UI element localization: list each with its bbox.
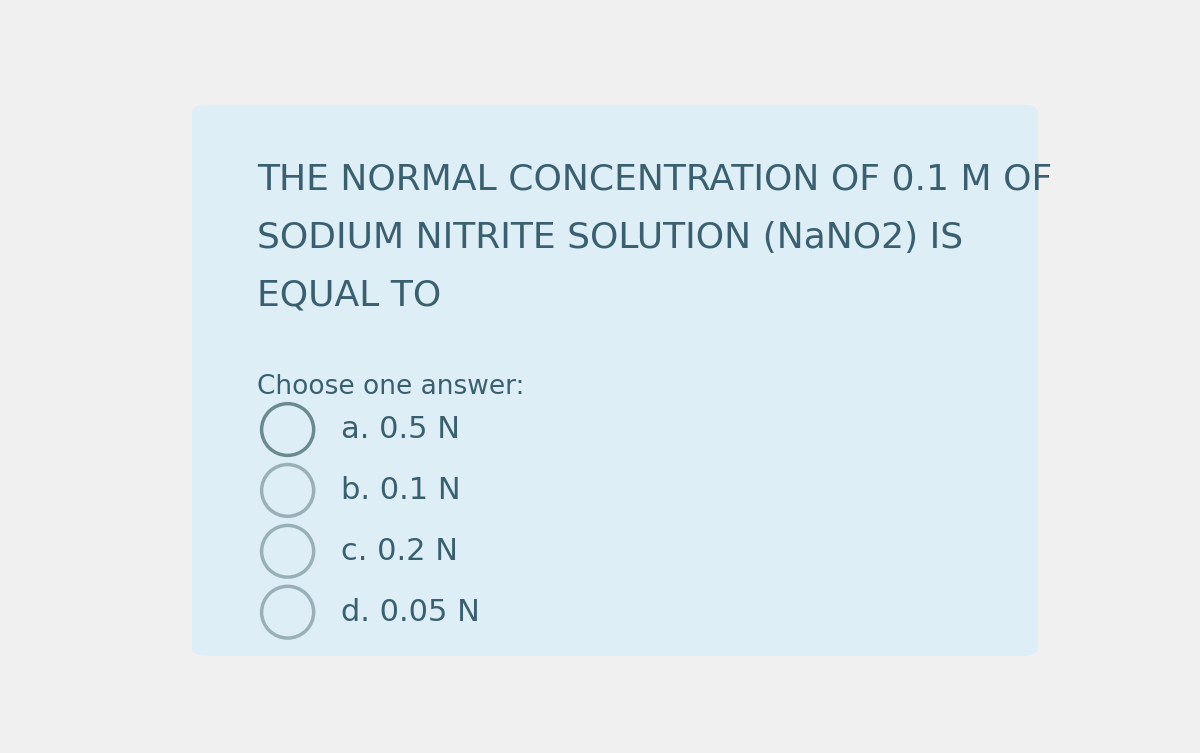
Text: b. 0.1 N: b. 0.1 N xyxy=(341,476,461,505)
Ellipse shape xyxy=(262,404,313,456)
Ellipse shape xyxy=(262,465,313,517)
FancyBboxPatch shape xyxy=(192,105,1038,656)
Ellipse shape xyxy=(262,587,313,638)
Ellipse shape xyxy=(262,526,313,578)
Text: a. 0.5 N: a. 0.5 N xyxy=(341,415,460,444)
Text: c. 0.2 N: c. 0.2 N xyxy=(341,537,457,566)
Text: SODIUM NITRITE SOLUTION (NaNO2) IS: SODIUM NITRITE SOLUTION (NaNO2) IS xyxy=(257,221,964,255)
Text: EQUAL TO: EQUAL TO xyxy=(257,279,442,312)
Text: d. 0.05 N: d. 0.05 N xyxy=(341,598,480,626)
Text: THE NORMAL CONCENTRATION OF 0.1 M OF: THE NORMAL CONCENTRATION OF 0.1 M OF xyxy=(257,163,1052,197)
Text: Choose one answer:: Choose one answer: xyxy=(257,374,524,401)
